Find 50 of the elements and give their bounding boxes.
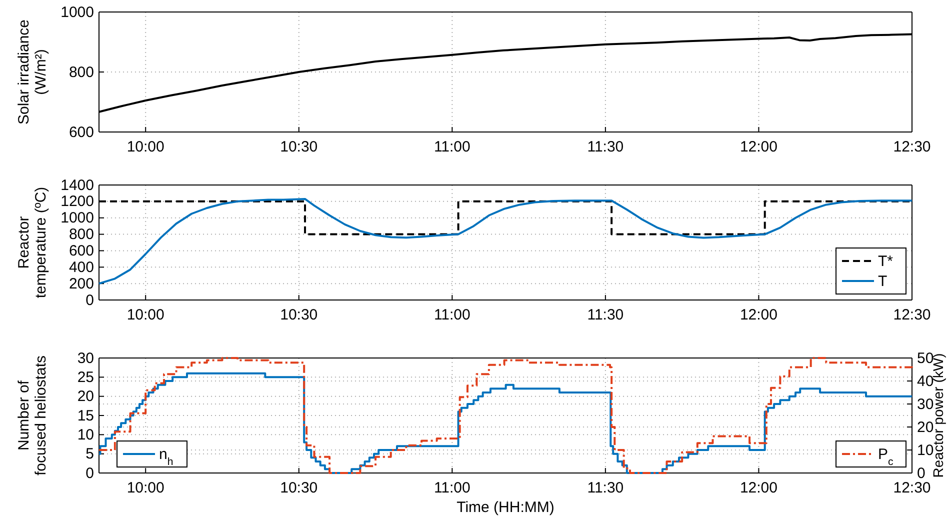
x-tick-label: 12:00 <box>740 480 778 497</box>
y-tick-label: 1200 <box>60 193 94 210</box>
y-tick-label: 800 <box>68 226 94 244</box>
y-tick-label: 10 <box>77 426 94 444</box>
y-tick-label: 20 <box>77 388 94 406</box>
y-tick-label: 30 <box>77 350 94 367</box>
x-tick-label: 11:30 <box>587 306 624 324</box>
y2-tick-label: 30 <box>917 396 934 413</box>
x-tick-label: 12:30 <box>893 480 931 497</box>
x-axis-title: Time (HH:MM) <box>456 499 554 516</box>
y2-tick-label: 20 <box>917 418 934 436</box>
y-tick-label: 400 <box>68 258 94 276</box>
y-tick-label: 0 <box>86 292 94 309</box>
y-tick-label: 15 <box>77 407 94 424</box>
x-tick-label: 10:30 <box>280 306 318 324</box>
x-tick-label: 10:00 <box>126 480 164 497</box>
x-tick-label: 10:30 <box>280 138 318 156</box>
y2-tick-label: 40 <box>917 372 934 390</box>
x-tick-label: 10:00 <box>126 306 164 324</box>
y-axis-title: Number of focused heliostats <box>16 355 50 476</box>
y-axis-title: Reactor temperature (ºC) <box>16 186 50 298</box>
x-tick-label: 11:30 <box>587 138 624 156</box>
x-tick-label: 11:00 <box>434 480 470 497</box>
y-tick-label: 1400 <box>60 176 94 194</box>
y-tick-label: 600 <box>68 124 94 141</box>
y-tick-label: 1000 <box>60 210 94 227</box>
y-tick-label: 200 <box>68 275 94 292</box>
line-series <box>98 198 913 285</box>
x-tick-label: 11:00 <box>434 138 470 156</box>
y-tick-label: 800 <box>68 64 94 81</box>
y-axis-title: Solar irradiance (W/m²) <box>16 19 50 125</box>
x-tick-label: 12:30 <box>893 138 931 156</box>
legend-label: T <box>878 273 888 290</box>
x-tick-label: 11:30 <box>587 480 624 497</box>
legend-label: P$_{c}$ <box>878 446 894 468</box>
y-tick-label: 1000 <box>60 4 94 21</box>
x-tick-label: 11:00 <box>434 306 470 324</box>
y-tick-label: 0 <box>86 464 94 482</box>
y2-tick-label: 0 <box>917 464 926 482</box>
y-tick-label: 600 <box>68 242 94 260</box>
x-tick-label: 12:00 <box>740 138 778 156</box>
x-tick-label: 12:30 <box>893 306 931 324</box>
y-tick-label: 25 <box>77 368 94 386</box>
y-tick-label: 5 <box>86 446 94 463</box>
x-tick-label: 10:00 <box>126 138 164 156</box>
x-tick-label: 12:00 <box>740 306 778 324</box>
y2-tick-label: 50 <box>917 350 934 367</box>
legend-label: T* <box>878 253 894 270</box>
x-tick-label: 10:30 <box>280 480 318 497</box>
legend-label: n$_{h}$ <box>159 446 174 468</box>
